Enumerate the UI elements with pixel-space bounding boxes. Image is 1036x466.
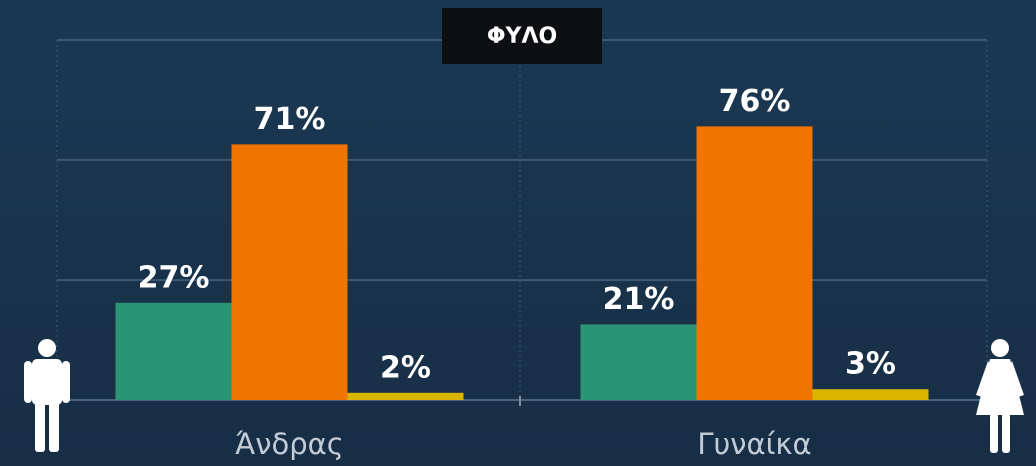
data-label: 3%	[845, 347, 896, 382]
bar	[696, 126, 813, 401]
bar	[347, 392, 464, 400]
data-label: 2%	[380, 350, 431, 385]
bar	[115, 302, 232, 400]
bar	[231, 144, 348, 400]
x-tick-label: Άνδρας	[235, 427, 344, 461]
bar	[580, 324, 697, 400]
bars	[115, 126, 929, 401]
x-tick-label: Γυναίκα	[697, 427, 811, 461]
data-label: 21%	[603, 282, 675, 317]
data-label: 71%	[254, 102, 326, 137]
man-icon	[24, 339, 70, 452]
data-label: 27%	[138, 260, 210, 295]
chart-title: ΦΥΛΟ	[487, 24, 557, 49]
data-label: 76%	[719, 84, 791, 119]
bar	[812, 389, 929, 400]
woman-icon	[976, 339, 1024, 453]
title-box	[442, 8, 602, 64]
